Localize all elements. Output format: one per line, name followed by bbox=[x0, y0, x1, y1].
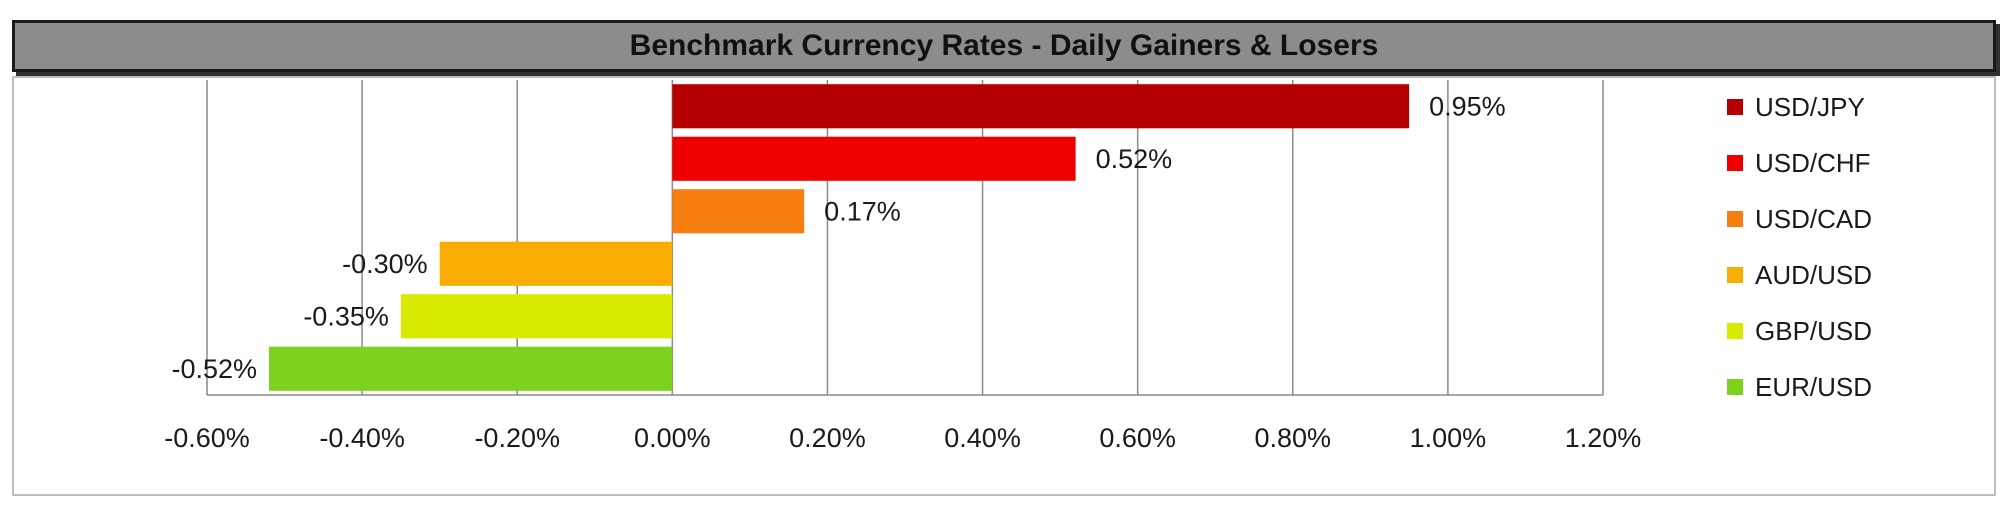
x-tick-label: 0.20% bbox=[789, 423, 866, 453]
legend-swatch bbox=[1727, 379, 1743, 395]
data-label: 0.95% bbox=[1429, 91, 1506, 121]
legend-item: USD/JPY bbox=[1727, 92, 1865, 122]
legend-label: AUD/USD bbox=[1755, 259, 1873, 290]
chart-title: Benchmark Currency Rates - Daily Gainers… bbox=[629, 29, 1379, 62]
legend-swatch bbox=[1727, 99, 1743, 115]
x-tick-label: -0.40% bbox=[319, 423, 405, 453]
x-tick-label: 1.00% bbox=[1410, 423, 1487, 453]
legend-item: USD/CHF bbox=[1727, 148, 1871, 178]
legend-label: USD/CHF bbox=[1755, 147, 1871, 178]
legend-item: AUD/USD bbox=[1727, 260, 1872, 290]
x-tick-label: -0.60% bbox=[164, 423, 250, 453]
legend-swatch bbox=[1727, 211, 1743, 227]
x-tick-label: 0.60% bbox=[1099, 423, 1176, 453]
data-label: -0.30% bbox=[342, 249, 428, 279]
bar-aud-usd bbox=[439, 241, 673, 286]
x-tick-label: 1.20% bbox=[1565, 423, 1642, 453]
bar-eur-usd bbox=[269, 346, 673, 391]
legend-item: EUR/USD bbox=[1727, 372, 1872, 402]
bar-usd-cad bbox=[672, 189, 805, 234]
x-tick-label: 0.40% bbox=[944, 423, 1021, 453]
bar-gbp-usd bbox=[400, 294, 673, 339]
data-label: -0.35% bbox=[303, 301, 389, 331]
data-label: -0.52% bbox=[171, 354, 257, 384]
legend-swatch bbox=[1727, 323, 1743, 339]
legend-item: USD/CAD bbox=[1727, 204, 1872, 234]
data-label: 0.17% bbox=[824, 196, 901, 226]
bar-usd-chf bbox=[672, 136, 1076, 181]
legend-swatch bbox=[1727, 155, 1743, 171]
x-tick-label: 0.00% bbox=[634, 423, 711, 453]
bar-usd-jpy bbox=[672, 84, 1410, 129]
legend-swatch bbox=[1727, 267, 1743, 283]
x-tick-label: 0.80% bbox=[1254, 423, 1331, 453]
data-label: 0.52% bbox=[1096, 144, 1173, 174]
legend-label: USD/JPY bbox=[1755, 91, 1865, 122]
x-tick-label: -0.20% bbox=[474, 423, 560, 453]
legend-label: USD/CAD bbox=[1755, 203, 1873, 234]
legend-label: GBP/USD bbox=[1755, 315, 1873, 346]
chart-title-bar: Benchmark Currency Rates - Daily Gainers… bbox=[12, 20, 1996, 72]
legend-label: EUR/USD bbox=[1755, 371, 1873, 402]
legend-item: GBP/USD bbox=[1727, 316, 1872, 346]
